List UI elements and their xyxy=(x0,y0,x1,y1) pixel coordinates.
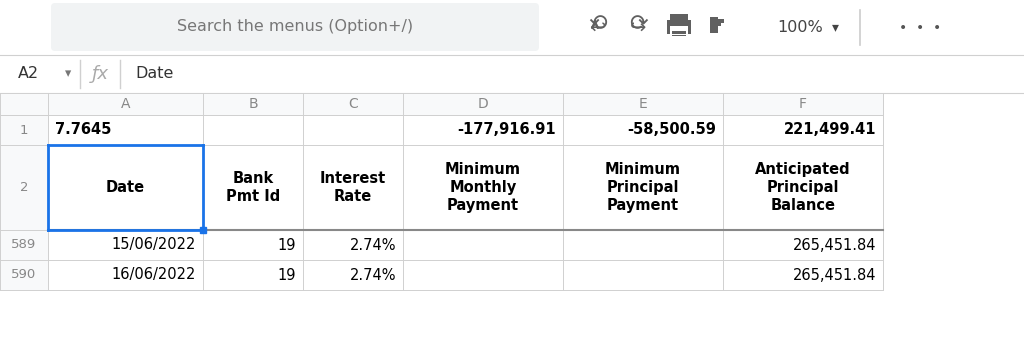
Bar xyxy=(0,93,883,115)
Bar xyxy=(203,260,303,290)
Text: 16/06/2022: 16/06/2022 xyxy=(112,267,196,283)
Text: 19: 19 xyxy=(278,238,296,252)
Text: ▾: ▾ xyxy=(65,67,71,80)
Text: 589: 589 xyxy=(11,238,37,252)
Bar xyxy=(203,230,303,260)
Text: 19: 19 xyxy=(278,267,296,283)
Text: 1: 1 xyxy=(19,124,29,137)
Bar xyxy=(303,260,403,290)
Bar xyxy=(723,145,883,230)
Bar xyxy=(0,260,48,290)
Bar xyxy=(403,230,563,260)
Bar xyxy=(0,230,48,260)
Bar xyxy=(200,227,206,233)
Bar xyxy=(672,31,686,34)
Text: ⟲: ⟲ xyxy=(588,14,606,34)
Text: 2.74%: 2.74% xyxy=(349,238,396,252)
Bar xyxy=(303,230,403,260)
Bar xyxy=(710,17,718,33)
Text: E: E xyxy=(639,97,647,111)
Bar xyxy=(303,115,403,145)
Bar xyxy=(0,0,1024,55)
Bar xyxy=(672,35,686,36)
Bar xyxy=(203,145,303,230)
Bar xyxy=(203,115,303,145)
Bar xyxy=(48,230,203,260)
Bar xyxy=(403,260,563,290)
Text: ƒx: ƒx xyxy=(91,65,109,83)
Bar xyxy=(718,23,721,26)
Text: ↩: ↩ xyxy=(589,18,605,37)
Bar xyxy=(670,26,688,36)
Text: Date: Date xyxy=(135,66,173,81)
Bar xyxy=(563,230,723,260)
Text: A2: A2 xyxy=(18,66,39,81)
Text: 590: 590 xyxy=(11,269,37,282)
Text: 2: 2 xyxy=(19,181,29,194)
Text: ⟳: ⟳ xyxy=(629,14,647,34)
Bar xyxy=(48,115,203,145)
Bar xyxy=(667,20,691,34)
Text: D: D xyxy=(477,97,488,111)
Text: A: A xyxy=(121,97,130,111)
Text: Minimum
Monthly
Payment: Minimum Monthly Payment xyxy=(445,162,521,213)
Text: Anticipated
Principal
Balance: Anticipated Principal Balance xyxy=(755,162,851,213)
Text: 265,451.84: 265,451.84 xyxy=(793,267,876,283)
Text: ⬛: ⬛ xyxy=(675,20,684,35)
Text: Date: Date xyxy=(105,180,145,195)
Bar xyxy=(0,55,1024,93)
Text: -177,916.91: -177,916.91 xyxy=(458,122,556,138)
Bar xyxy=(403,145,563,230)
Text: ⬛: ⬛ xyxy=(717,20,726,35)
Bar xyxy=(723,230,883,260)
Bar xyxy=(660,5,770,50)
Bar xyxy=(718,19,724,23)
Text: 2.74%: 2.74% xyxy=(349,267,396,283)
Bar xyxy=(723,115,883,145)
Bar xyxy=(303,145,403,230)
Bar xyxy=(723,260,883,290)
Text: ↪: ↪ xyxy=(630,18,646,37)
Text: Interest
Rate: Interest Rate xyxy=(319,171,386,204)
Text: C: C xyxy=(348,97,357,111)
Bar xyxy=(670,14,688,26)
Bar xyxy=(403,115,563,145)
Bar xyxy=(48,260,203,290)
Bar xyxy=(48,145,203,230)
Text: B: B xyxy=(248,97,258,111)
Text: ▾: ▾ xyxy=(831,20,839,34)
Text: Minimum
Principal
Payment: Minimum Principal Payment xyxy=(605,162,681,213)
Bar xyxy=(563,115,723,145)
Text: Search the menus (Option+/): Search the menus (Option+/) xyxy=(177,20,413,34)
Bar xyxy=(563,145,723,230)
FancyBboxPatch shape xyxy=(51,3,539,51)
Text: 221,499.41: 221,499.41 xyxy=(783,122,876,138)
Bar xyxy=(0,145,48,230)
Text: •  •  •: • • • xyxy=(899,20,941,34)
Text: F: F xyxy=(799,97,807,111)
Text: 7.7645: 7.7645 xyxy=(55,122,112,138)
Bar xyxy=(563,260,723,290)
Text: Bank
Pmt Id: Bank Pmt Id xyxy=(226,171,281,204)
Text: 15/06/2022: 15/06/2022 xyxy=(112,238,196,252)
Bar xyxy=(0,115,48,145)
Text: -58,500.59: -58,500.59 xyxy=(627,122,716,138)
Text: 265,451.84: 265,451.84 xyxy=(793,238,876,252)
Text: 100%: 100% xyxy=(777,20,823,35)
